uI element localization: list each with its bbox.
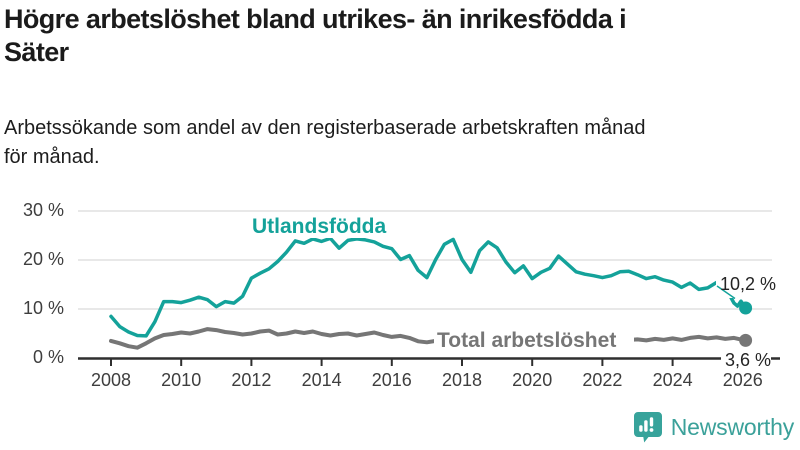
end-dot-utlandsfodda [739, 301, 753, 315]
newsworthy-logo[interactable]: Newsworthy [633, 411, 794, 443]
halo-end-label-teal [716, 272, 776, 298]
data-line-total [109, 327, 748, 350]
halo-total-label [434, 329, 634, 353]
subtitle-line-2: för månad. [4, 146, 100, 168]
title-line-2: Säter [4, 37, 69, 67]
data-line-utlandsfodda [109, 236, 748, 338]
halo-end-label-gray [721, 350, 771, 367]
chart-subtitle: Arbetssökande som andel av den registerb… [4, 114, 798, 172]
end-dot-total [739, 333, 753, 347]
newsworthy-speech-bubble-barchart-icon [633, 412, 662, 443]
halo-utlandsfodda-label [251, 215, 397, 238]
title-line-1: Högre arbetslöshet bland utrikes- än inr… [4, 4, 627, 34]
subtitle-line-1: Arbetssökande som andel av den registerb… [4, 117, 646, 139]
newsworthy-logo-text: Newsworthy [670, 413, 794, 440]
page-title: Högre arbetslöshet bland utrikes- än inr… [4, 3, 798, 69]
end-label-leader-line [716, 285, 736, 300]
